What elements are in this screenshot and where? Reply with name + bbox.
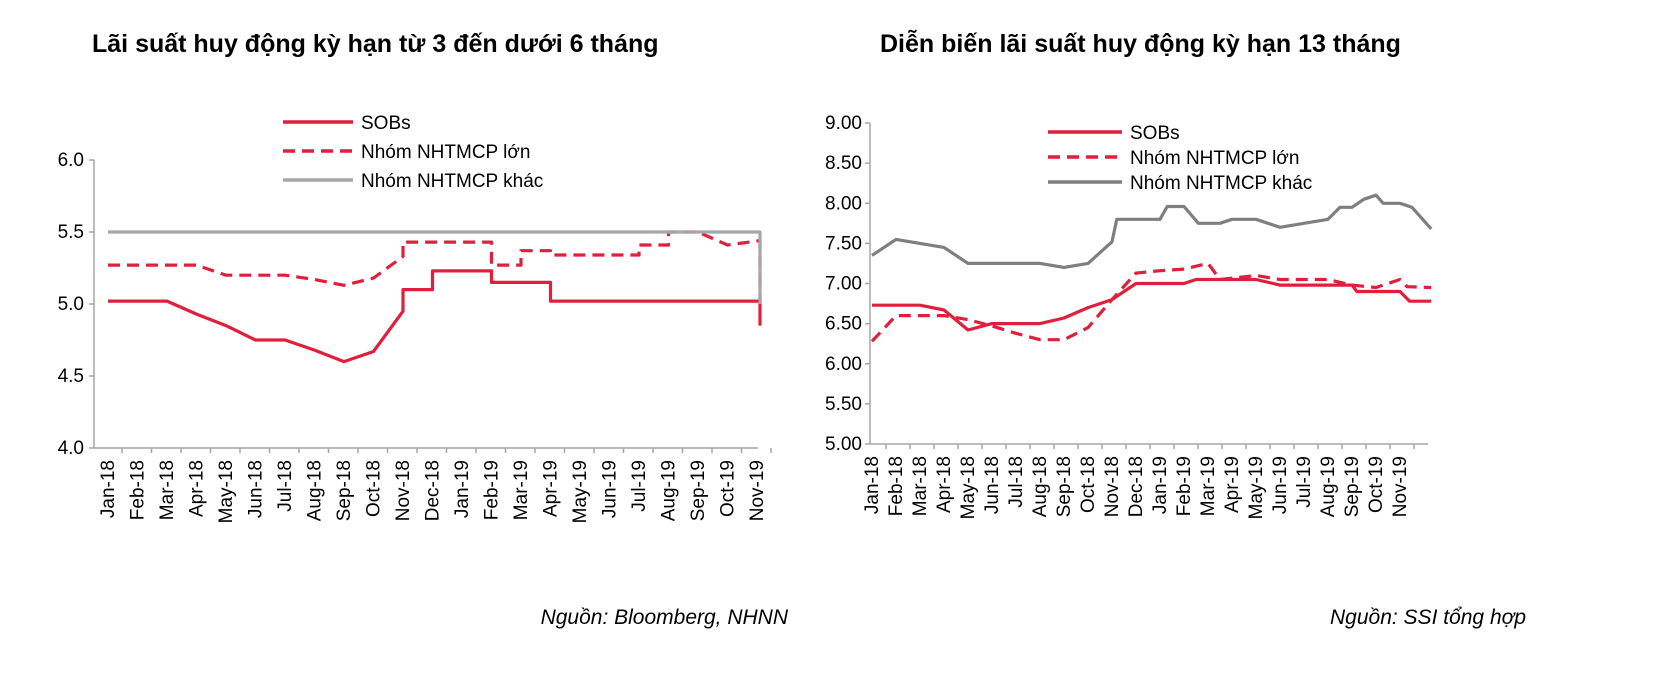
x-tick-label: Oct-19 [1366,456,1387,513]
y-tick-label: 5.5 [58,222,84,243]
x-tick-label: Jun-19 [600,460,621,518]
x-tick-label: Aug-19 [659,460,680,521]
x-tick-label: Feb-18 [128,460,149,520]
y-tick-label: 6.00 [825,354,862,375]
x-tick-label: Apr-19 [541,460,562,517]
series-line-2 [871,193,1433,269]
y-tick-label: 4.0 [58,438,84,459]
x-tick-label: Jan-18 [862,456,883,514]
x-tick-label: Oct-18 [1078,456,1099,513]
series-line-1 [108,230,762,304]
legend-label-1: Nhóm NHTMCP lớn [1130,148,1299,169]
y-tick-label: 7.50 [825,233,862,254]
x-tick-label: Jul-18 [275,460,296,512]
series-line-2 [108,230,762,304]
x-tick-label: Mar-18 [157,460,178,520]
left-chart-panel: Lãi suất huy động kỳ hạn từ 3 đến dưới 6… [58,30,788,629]
legend-label-2: Nhóm NHTMCP khác [1130,173,1312,194]
x-tick-label: Sep-19 [688,460,709,521]
right-chart-panel: Diễn biến lãi suất huy động kỳ hạn 13 th… [825,0,1656,688]
chart-source: Nguồn: Bloomberg, NHNN [540,606,788,629]
x-tick-label: Apr-18 [187,460,208,517]
y-tick-label: 9.00 [825,113,862,134]
series-line-0 [108,269,762,364]
x-tick-label: Feb-19 [482,460,503,520]
legend-label-0: SOBs [1130,123,1180,144]
x-tick-label: Jan-19 [1150,456,1171,514]
x-tick-label: Jan-18 [98,460,119,518]
y-tick-label: 8.50 [825,153,862,174]
chart-title: Lãi suất huy động kỳ hạn từ 3 đến dưới 6… [92,30,659,58]
x-tick-label: Sep-18 [1054,456,1075,517]
x-tick-label: Jun-18 [246,460,267,518]
y-tick-label: 5.00 [825,434,862,455]
line-chart-13-month-rates: 5.00 5.50 6.00 6.50 7.00 7.50 8.00 8.50 9.00 Jan-… [825,113,1433,519]
x-tick-label: Oct-19 [718,460,739,517]
x-tick-label: Aug-18 [305,460,326,521]
x-tick-label: Feb-19 [1174,456,1195,516]
x-tick-label: Aug-19 [1318,456,1339,517]
x-tick-label: Aug-18 [1030,456,1051,517]
series-line-1 [870,261,1432,343]
x-tick-label: Dec-18 [423,460,444,521]
x-tick-label: Jun-18 [982,456,1003,514]
x-tick-label: Nov-19 [747,460,768,521]
x-tick-label: Mar-18 [910,456,931,516]
y-tick-label: 5.0 [58,294,84,315]
x-tick-label: Sep-18 [334,460,355,521]
x-tick-label: Mar-19 [511,460,532,520]
x-tick-label: Jun-19 [1270,456,1291,514]
series-line-0 [872,277,1432,332]
y-tick-label: 8.00 [825,193,862,214]
x-tick-label: Jan-19 [452,460,473,518]
x-tick-label: Jul-18 [1006,456,1027,508]
x-tick-label: Jul-19 [1294,456,1315,508]
y-tick-label: 6.50 [825,314,862,335]
x-tick-label: May-18 [216,460,237,523]
legend-label-1: Nhóm NHTMCP lớn [361,142,530,163]
y-tick-label: 6.0 [58,150,84,171]
line-chart-3-6-month-rates: 4.0 4.5 5.0 5.5 6.0 Jan-18 Feb-18 Mar-18 Apr-18 M… [58,113,772,523]
x-tick-label: May-19 [570,460,591,523]
x-tick-label: Jul-19 [629,460,650,512]
y-tick-label: 4.5 [58,366,84,387]
x-tick-label: Apr-19 [1222,456,1243,513]
chart-title: Diễn biến lãi suất huy động kỳ hạn 13 th… [880,30,1401,58]
chart-source: Nguồn: SSI tổng hợp [1330,606,1526,629]
x-tick-label: May-18 [958,456,979,519]
x-tick-label: Dec-18 [1126,456,1147,517]
y-tick-label: 5.50 [825,394,862,415]
x-tick-label: Apr-18 [934,456,955,513]
x-tick-label: Sep-19 [1342,456,1363,517]
legend-label-0: SOBs [361,113,411,134]
x-tick-label: Nov-19 [1390,456,1411,517]
x-tick-label: Mar-19 [1198,456,1219,516]
y-tick-label: 7.00 [825,274,862,295]
x-tick-label: May-19 [1246,456,1267,519]
x-tick-label: Nov-18 [1102,456,1123,517]
legend-label-2: Nhóm NHTMCP khác [361,171,543,192]
x-tick-label: Feb-18 [886,456,907,516]
x-tick-label: Nov-18 [393,460,414,521]
x-tick-label: Oct-18 [364,460,385,517]
